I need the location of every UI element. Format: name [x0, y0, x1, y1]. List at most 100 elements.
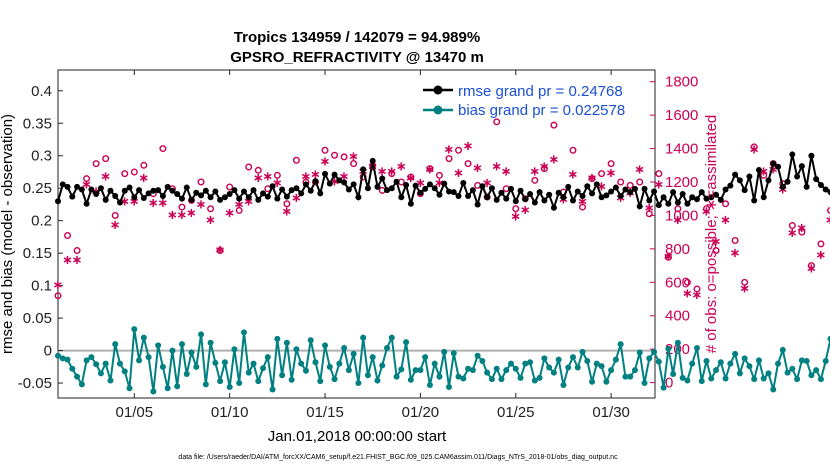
obs-assimilated-point: ∗ [119, 194, 130, 209]
obs-possible-point [693, 285, 701, 293]
bias-point [217, 378, 224, 385]
rmse-point [455, 193, 462, 200]
obs-possible-point [350, 160, 358, 168]
rmse-point [417, 189, 424, 196]
obs-assimilated-point: ∗ [186, 206, 197, 221]
obs-possible-point [664, 253, 672, 261]
obs-possible-point [216, 247, 224, 255]
rmse-point [107, 187, 114, 194]
bias-point [388, 334, 395, 341]
bias-point [188, 349, 195, 356]
rmse-point [97, 185, 104, 192]
y-right-tick-label: 600 [665, 274, 690, 291]
obs-possible-point [731, 237, 739, 245]
obs-possible-point [331, 151, 339, 159]
rmse-point [631, 185, 638, 192]
bias-point [374, 377, 381, 384]
obs-possible-point [102, 155, 110, 163]
bias-point [641, 380, 648, 387]
x-tick-label: 01/30 [592, 404, 630, 421]
rmse-point [732, 171, 739, 178]
obs-assimilated-point: ∗ [386, 164, 397, 179]
rmse-point [546, 191, 553, 198]
rmse-point [398, 194, 405, 201]
rmse-point [798, 163, 805, 170]
bias-point [140, 334, 147, 341]
obs-possible-point [788, 221, 796, 229]
rmse-point [646, 197, 653, 204]
bias-point [293, 346, 300, 353]
bias-point [779, 346, 786, 353]
bias-point [178, 341, 185, 348]
bias-point [684, 377, 691, 384]
rmse-point [760, 194, 767, 201]
rmse-point [341, 179, 348, 186]
rmse-point [627, 189, 634, 196]
obs-assimilated-point: ∗ [424, 163, 435, 178]
rmse-point [226, 191, 233, 198]
bias-point [422, 354, 429, 361]
obs-possible-point [674, 205, 682, 213]
obs-assimilated-point: ∗ [253, 171, 264, 186]
rmse-point [374, 183, 381, 190]
rmse-point [350, 181, 357, 188]
bias-point [302, 367, 309, 374]
rmse-point [493, 196, 500, 203]
obs-assimilated-point: ∗ [281, 204, 292, 219]
obs-possible-point [588, 175, 596, 183]
footer-data-file: data file: /Users/raeder/DAI/ATM_forcXX/… [178, 454, 618, 461]
obs-assimilated-point: ∗ [110, 218, 121, 233]
bias-point [417, 367, 424, 374]
obs-possible-point [807, 262, 815, 270]
y-left-tick-label: 0.3 [31, 148, 52, 165]
bias-point [798, 357, 805, 364]
rmse-point [469, 187, 476, 194]
obs-assimilated-point: ∗ [272, 176, 283, 191]
rmse-point [274, 195, 281, 202]
legend-rmse-marker [433, 85, 443, 95]
obs-assimilated-point: ∗ [711, 235, 722, 250]
rmse-point [112, 193, 119, 200]
y-left-tick-label: 0.4 [31, 83, 52, 100]
obs-assimilated-point: ∗ [634, 163, 645, 178]
bias-point [207, 339, 214, 346]
rmse-point [608, 188, 615, 195]
obs-possible-point [455, 146, 463, 154]
obs-possible-point [92, 160, 100, 168]
rmse-point [569, 197, 576, 204]
obs-assimilated-point: ∗ [377, 164, 388, 179]
obs-assimilated-point: ∗ [777, 183, 788, 198]
obs-assimilated-point: ∗ [730, 246, 741, 261]
obs-assimilated-point: ∗ [205, 213, 216, 228]
bias-point [202, 381, 209, 388]
obs-assimilated-point: ∗ [453, 166, 464, 181]
obs-assimilated-point: ∗ [434, 176, 445, 191]
rmse-point [446, 188, 453, 195]
y-left-tick-label: 0 [44, 343, 52, 360]
x-tick-label: 01/10 [211, 404, 249, 421]
bias-point [827, 335, 830, 342]
rmse-series [55, 151, 830, 211]
bias-point [674, 339, 681, 346]
rmse-point [283, 193, 290, 200]
obs-assimilated-point: ∗ [472, 161, 483, 176]
obs-assimilated-point: ∗ [501, 164, 512, 179]
rmse-point [240, 188, 247, 195]
rmse-point [217, 196, 224, 203]
bias-point [131, 326, 138, 333]
obs-possible-point [197, 178, 205, 186]
bias-point [784, 369, 791, 376]
rmse-point [202, 187, 209, 194]
bias-point [536, 374, 543, 381]
rmse-point [541, 197, 548, 204]
obs-assimilated-point: ∗ [568, 168, 579, 183]
y-right-tick-label: 1600 [665, 107, 698, 124]
rmse-point [674, 199, 681, 206]
bias-point [765, 370, 772, 377]
rmse-point [331, 171, 338, 178]
bias-point [393, 373, 400, 380]
obs-assimilated-point: ∗ [215, 243, 226, 258]
rmse-point [689, 194, 696, 201]
bias-point [174, 383, 181, 390]
